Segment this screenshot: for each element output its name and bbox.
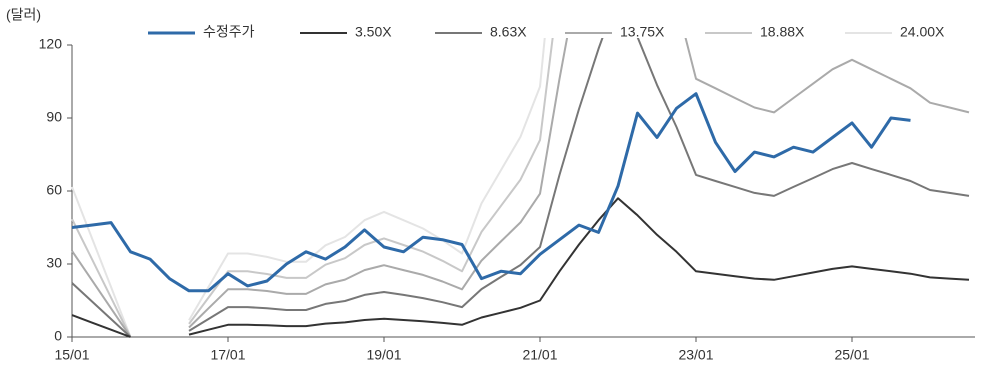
legend-label: 8.63X [490, 24, 527, 40]
x-tick-label: 21/01 [522, 347, 557, 363]
legend-label: 24.00X [900, 24, 945, 40]
legend-label: 3.50X [355, 24, 392, 40]
plot-lines [71, 38, 970, 338]
series-line [71, 38, 970, 338]
y-tick-label: 90 [46, 109, 62, 125]
legend-label: 수정주가 [203, 24, 255, 40]
y-tick-label: 0 [54, 328, 62, 344]
x-tick-label: 17/01 [210, 347, 245, 363]
series-line [71, 38, 554, 338]
legend-label: 18.88X [760, 24, 805, 40]
y-axis-label: (달러) [6, 7, 41, 23]
x-tick-label: 15/01 [54, 347, 89, 363]
x-tick-label: 25/01 [834, 347, 869, 363]
x-tick-label: 23/01 [678, 347, 713, 363]
y-tick-label: 120 [39, 36, 63, 52]
legend-label: 13.75X [620, 24, 665, 40]
x-tick-label: 19/01 [366, 347, 401, 363]
series-line [71, 197, 970, 338]
series-line [71, 92, 911, 293]
series-line [71, 38, 546, 338]
y-tick-label: 30 [46, 255, 62, 271]
series-line [71, 38, 970, 338]
y-tick-label: 60 [46, 182, 62, 198]
